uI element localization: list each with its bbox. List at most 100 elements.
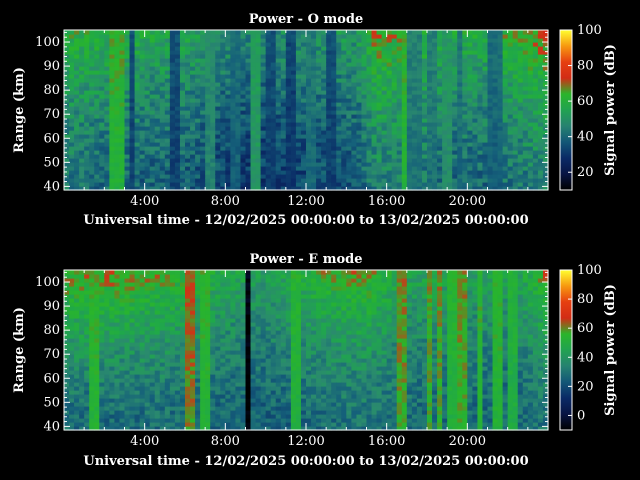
heatmap-cell — [240, 54, 247, 59]
heatmap-cell — [154, 282, 161, 287]
heatmap-cell — [346, 70, 352, 75]
heatmap-cell — [149, 58, 156, 63]
heatmap-cell — [416, 78, 423, 83]
heatmap-cell — [300, 42, 307, 47]
heatmap-cell — [109, 274, 116, 279]
heatmap-cell — [311, 114, 317, 119]
heatmap-cell — [200, 118, 206, 123]
heatmap-cell — [306, 138, 312, 143]
heatmap-cell — [255, 178, 262, 183]
heatmap-cell — [210, 110, 216, 115]
heatmap-cell — [195, 86, 201, 91]
heatmap-cell — [114, 42, 121, 47]
heatmap-cell — [159, 182, 166, 187]
heatmap-cell — [104, 58, 110, 63]
heatmap-cell — [326, 66, 332, 71]
heatmap-cell — [482, 142, 489, 147]
heatmap-cell — [139, 358, 146, 363]
heatmap-cell — [79, 30, 85, 35]
heatmap-cell — [366, 42, 373, 47]
heatmap-cell — [220, 90, 226, 95]
heatmap-cell — [472, 42, 479, 47]
heatmap-cell — [452, 86, 458, 91]
heatmap-cell — [295, 178, 302, 183]
heatmap-cell — [467, 78, 473, 83]
heatmap-cell — [381, 114, 388, 119]
heatmap-cell — [94, 386, 100, 391]
heatmap-cell — [124, 298, 131, 303]
heatmap-cell — [306, 34, 312, 39]
heatmap-cell — [295, 138, 302, 143]
heatmap-cell — [452, 50, 458, 55]
heatmap-cell — [200, 86, 206, 91]
heatmap-cell — [452, 74, 458, 79]
heatmap-cell — [361, 146, 368, 151]
heatmap-cell — [306, 106, 312, 111]
heatmap-cell — [174, 426, 181, 431]
heatmap-cell — [472, 34, 479, 39]
heatmap-cell — [447, 126, 453, 131]
heatmap-cell — [124, 350, 131, 355]
heatmap-cell — [311, 62, 317, 67]
heatmap-cell — [391, 38, 398, 43]
heatmap-cell — [356, 98, 363, 103]
heatmap-cell — [326, 142, 332, 147]
heatmap-cell — [64, 134, 70, 139]
heatmap-cell — [421, 66, 428, 71]
heatmap-cell — [401, 166, 408, 171]
heatmap-cell — [215, 118, 221, 123]
heatmap-cell — [84, 294, 90, 299]
heatmap-cell — [366, 170, 373, 175]
heatmap-cell — [331, 126, 337, 131]
heatmap-cell — [154, 126, 161, 131]
heatmap-cell — [215, 38, 221, 43]
heatmap-cell — [154, 50, 161, 55]
heatmap-cell — [311, 38, 317, 43]
heatmap-cell — [124, 418, 131, 423]
heatmap-cell — [442, 54, 448, 59]
heatmap-cell — [255, 34, 262, 39]
heatmap-cell — [270, 126, 277, 131]
heatmap-cell — [502, 174, 509, 179]
heatmap-cell — [432, 134, 438, 139]
heatmap-cell — [517, 178, 524, 183]
heatmap-cell — [149, 118, 156, 123]
heatmap-cell — [215, 46, 221, 51]
heatmap-cell — [99, 34, 105, 39]
heatmap-cell — [295, 110, 302, 115]
heatmap-cell — [331, 94, 337, 99]
heatmap-cell — [154, 402, 161, 407]
heatmap-cell — [326, 130, 332, 135]
heatmap-cell — [406, 62, 413, 67]
heatmap-cell — [84, 170, 90, 175]
heatmap-cell — [119, 86, 126, 91]
heatmap-cell — [427, 134, 433, 139]
heatmap-cell — [527, 106, 534, 111]
heatmap-cell — [351, 142, 358, 147]
heatmap-cell — [109, 94, 116, 99]
heatmap-cell — [437, 170, 443, 175]
heatmap-cell — [79, 426, 85, 431]
heatmap-cell — [275, 54, 282, 59]
heatmap-cell — [109, 34, 116, 39]
heatmap-cell — [129, 318, 136, 323]
heatmap-cell — [99, 330, 105, 335]
heatmap-cell — [366, 70, 373, 75]
heatmap-cell — [391, 138, 398, 143]
heatmap-cell — [356, 130, 363, 135]
heatmap-cell — [144, 78, 151, 83]
heatmap-cell — [306, 118, 312, 123]
heatmap-cell — [275, 154, 282, 159]
heatmap-cell — [361, 66, 368, 71]
heatmap-cell — [346, 86, 352, 91]
heatmap-cell — [195, 170, 201, 175]
heatmap-cell — [174, 42, 181, 47]
heatmap-cell — [311, 186, 317, 191]
heatmap-cell — [139, 386, 146, 391]
heatmap-cell — [437, 158, 443, 163]
heatmap-cell — [512, 102, 519, 107]
heatmap-cell — [290, 182, 297, 187]
heatmap-cell — [517, 186, 524, 191]
heatmap-cell — [522, 150, 529, 155]
heatmap-cell — [69, 86, 75, 91]
